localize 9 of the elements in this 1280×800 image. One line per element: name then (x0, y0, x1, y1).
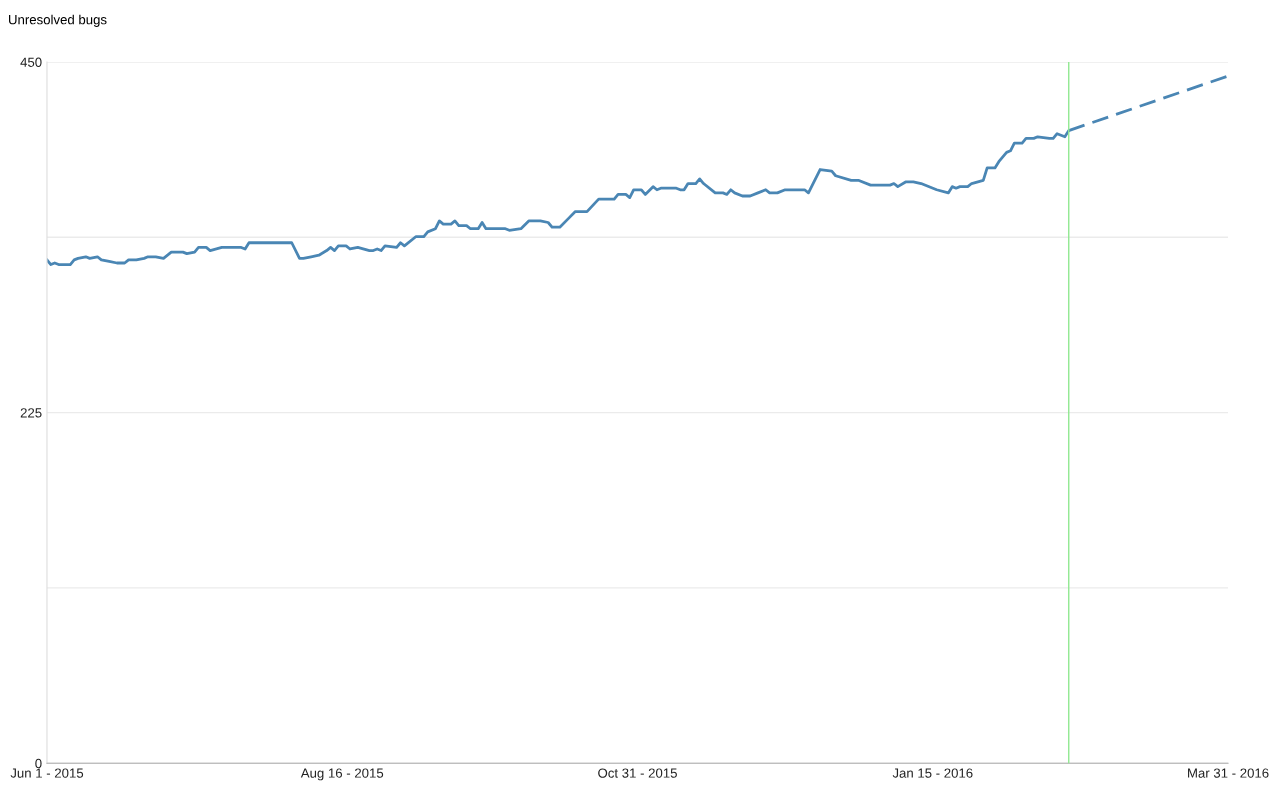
x-tick-label: Jan 15 - 2016 (892, 768, 973, 778)
x-tick-label: Oct 31 - 2015 (598, 768, 677, 778)
y-axis-title: Unresolved bugs (9, 14, 107, 27)
x-tick-label: Mar 31 - 2016 (1188, 768, 1269, 778)
x-tick-label: Aug 16 - 2015 (300, 768, 384, 781)
y-tick-label: 450 (20, 57, 42, 67)
y-tick-label: 0 (35, 758, 42, 769)
x-tick-label: Jun 1 - 2015 (10, 768, 84, 778)
y-tick-label: 225 (20, 408, 42, 418)
